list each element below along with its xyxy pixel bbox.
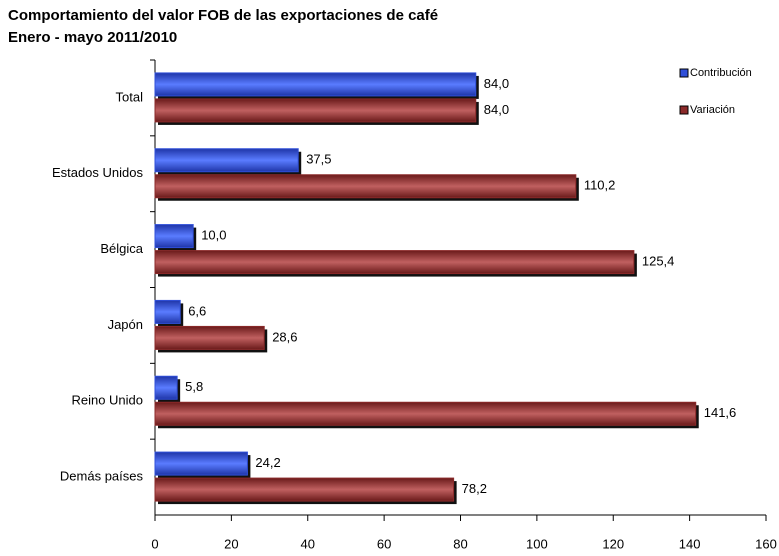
- x-tick-label: 140: [679, 536, 701, 551]
- y-tick-label: Reino Unido: [71, 393, 143, 408]
- bar: [154, 375, 178, 400]
- value-label: 5,8: [185, 379, 203, 394]
- value-label: 10,0: [201, 228, 226, 243]
- value-label: 141,6: [704, 405, 737, 420]
- y-tick-label: Bélgica: [100, 241, 143, 256]
- y-tick-label: Demás países: [60, 469, 144, 484]
- x-tick-label: 60: [377, 536, 391, 551]
- legend-label: Contribución: [690, 67, 752, 79]
- bar: [154, 224, 194, 249]
- value-label: 37,5: [306, 152, 331, 167]
- x-tick-label: 40: [301, 536, 315, 551]
- x-tick-label: 160: [755, 536, 777, 551]
- bar: [154, 72, 477, 97]
- legend-label: Variación: [690, 104, 735, 116]
- value-label: 110,2: [584, 178, 616, 193]
- value-label: 24,2: [255, 455, 280, 470]
- bar: [154, 174, 577, 199]
- x-tick-label: 20: [224, 536, 238, 551]
- bar: [154, 98, 477, 123]
- legend-swatch: [679, 68, 689, 78]
- chart-subtitle: Enero - mayo 2011/2010: [8, 29, 177, 46]
- value-label: 84,0: [484, 102, 509, 117]
- bar: [154, 148, 299, 173]
- value-label: 125,4: [642, 254, 675, 269]
- y-tick-label: Total: [116, 89, 144, 104]
- bar: [154, 401, 697, 426]
- value-label: 78,2: [462, 481, 487, 496]
- value-label: 6,6: [188, 303, 206, 318]
- bar: [154, 451, 248, 476]
- x-tick-label: 80: [453, 536, 467, 551]
- bar: [154, 250, 635, 275]
- value-label: 28,6: [272, 329, 297, 344]
- y-tick-label: Japón: [108, 317, 143, 332]
- chart-title: Comportamiento del valor FOB de las expo…: [8, 7, 438, 24]
- value-label: 84,0: [484, 76, 509, 91]
- x-tick-label: 120: [602, 536, 624, 551]
- y-tick-label: Estados Unidos: [52, 165, 144, 180]
- x-tick-label: 0: [151, 536, 158, 551]
- x-tick-label: 100: [526, 536, 548, 551]
- legend-swatch: [679, 105, 689, 115]
- bar: [154, 299, 181, 324]
- bar: [154, 477, 455, 502]
- bar: [154, 325, 265, 350]
